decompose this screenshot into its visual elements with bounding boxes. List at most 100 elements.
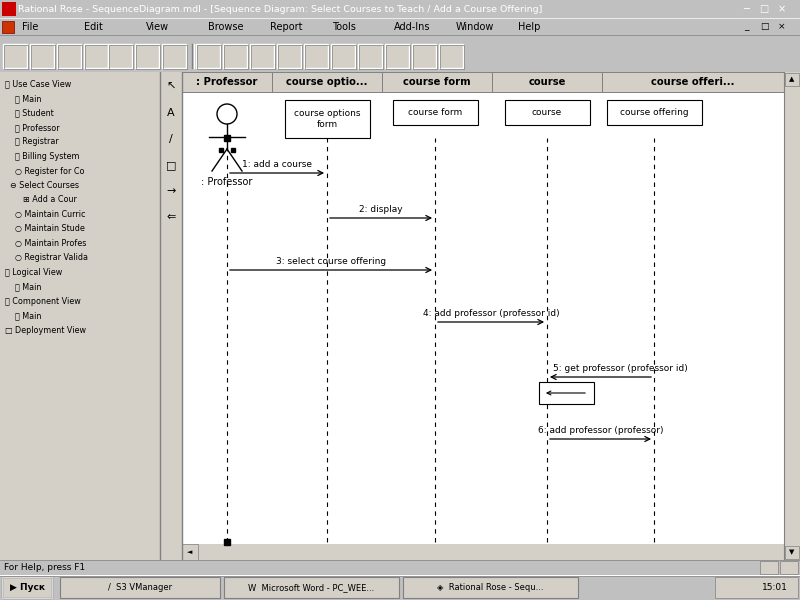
Text: 👤 Student: 👤 Student	[15, 109, 54, 118]
Bar	[403, 577, 578, 598]
Bar	[505, 100, 590, 125]
Text: ▼: ▼	[790, 549, 794, 555]
Bar	[163, 45, 187, 69]
Text: _: _	[744, 22, 748, 31]
Bar	[58, 45, 82, 69]
Bar	[285, 100, 370, 138]
Bar	[304, 44, 328, 68]
Text: course options
form: course options form	[294, 109, 360, 128]
Text: course: course	[532, 108, 562, 117]
Bar	[539, 382, 594, 404]
Text: 5: get professor (professor id): 5: get professor (professor id)	[553, 364, 688, 373]
Text: Rational Rose - SequenceDiagram.mdl - [Sequence Diagram: Select Courses to Teach: Rational Rose - SequenceDiagram.mdl - [S…	[18, 4, 542, 13]
Text: Browse: Browse	[208, 22, 243, 31]
Bar	[412, 44, 436, 68]
Text: 👤 Registrar: 👤 Registrar	[15, 137, 58, 146]
Text: 📁 Use Case View: 📁 Use Case View	[5, 79, 71, 88]
Bar	[439, 44, 463, 68]
Bar	[602, 72, 784, 92]
Bar	[224, 577, 399, 598]
Bar	[305, 45, 329, 69]
Text: ⊖ Select Courses: ⊖ Select Courses	[10, 181, 79, 190]
Text: course form: course form	[408, 108, 462, 117]
Text: 2: display: 2: display	[359, 205, 403, 214]
Bar	[413, 45, 437, 69]
Bar	[135, 44, 159, 68]
Bar	[251, 45, 275, 69]
Text: Window: Window	[456, 22, 494, 31]
Bar	[385, 44, 409, 68]
Bar	[382, 72, 492, 92]
Bar	[109, 45, 133, 69]
Bar	[2, 21, 14, 33]
Text: ↖: ↖	[166, 82, 176, 92]
Text: course optio...: course optio...	[286, 77, 368, 87]
Text: For Help, press F1: For Help, press F1	[4, 563, 85, 572]
Bar	[784, 72, 800, 560]
Bar	[386, 45, 410, 69]
Text: View: View	[146, 22, 169, 31]
Bar	[715, 577, 798, 598]
Bar	[277, 44, 301, 68]
Text: 4: add professor (professor id): 4: add professor (professor id)	[422, 309, 559, 318]
Bar	[393, 100, 478, 125]
Bar	[182, 544, 784, 560]
Bar	[57, 44, 81, 68]
Text: 📌 Main: 📌 Main	[15, 94, 42, 103]
Text: ○ Maintain Stude: ○ Maintain Stude	[15, 224, 85, 233]
Text: 6: add professor (professor): 6: add professor (professor)	[538, 426, 663, 435]
Text: Help: Help	[518, 22, 540, 31]
Bar	[196, 44, 220, 68]
Text: ×: ×	[778, 22, 786, 31]
Text: □: □	[759, 4, 769, 14]
Bar	[606, 100, 702, 125]
Text: 1: add a course: 1: add a course	[242, 160, 312, 169]
Text: ⊞ Add a Cour: ⊞ Add a Cour	[23, 196, 77, 205]
Bar	[4, 45, 28, 69]
Bar	[331, 44, 355, 68]
Text: 👤 Professor: 👤 Professor	[15, 123, 60, 132]
Text: □ Deployment View: □ Deployment View	[5, 326, 86, 335]
Bar	[31, 45, 55, 69]
Text: 15:01: 15:01	[762, 583, 788, 592]
Text: course form: course form	[403, 77, 471, 87]
Text: 📁 Component View: 📁 Component View	[5, 297, 81, 306]
Bar	[250, 44, 274, 68]
Text: W  Microsoft Word - PC_WEE...: W Microsoft Word - PC_WEE...	[248, 583, 374, 592]
Bar	[2, 577, 52, 598]
Text: : Professor: : Professor	[196, 77, 258, 87]
Text: □: □	[760, 22, 768, 31]
Bar	[182, 72, 272, 92]
Text: Edit: Edit	[84, 22, 103, 31]
Text: ◄: ◄	[187, 549, 193, 555]
Text: /: /	[169, 134, 173, 144]
Text: →: →	[166, 186, 176, 196]
Bar	[332, 45, 356, 69]
Bar	[108, 44, 132, 68]
Text: 📦 Billing System: 📦 Billing System	[15, 152, 79, 161]
Bar	[760, 561, 778, 574]
Bar	[182, 72, 784, 560]
Bar	[182, 544, 198, 560]
Text: 📁 Logical View: 📁 Logical View	[5, 268, 62, 277]
Bar	[785, 546, 799, 559]
Bar	[85, 45, 109, 69]
Text: ⇐: ⇐	[166, 212, 176, 222]
Bar	[2, 577, 52, 598]
Text: □: □	[166, 160, 176, 170]
Text: ◈  Rational Rose - Sequ...: ◈ Rational Rose - Sequ...	[438, 583, 544, 592]
Text: 📌 Main: 📌 Main	[15, 283, 42, 292]
Text: ○ Registrar Valida: ○ Registrar Valida	[15, 253, 88, 263]
Text: ▶ Пуск: ▶ Пуск	[10, 583, 45, 592]
Text: course offering: course offering	[620, 108, 688, 117]
Bar	[84, 44, 108, 68]
Bar	[358, 44, 382, 68]
Text: File: File	[22, 22, 38, 31]
Text: Tools: Tools	[332, 22, 356, 31]
Text: 3: select course offering: 3: select course offering	[276, 257, 386, 266]
Text: 📌 Main: 📌 Main	[15, 311, 42, 320]
Bar	[278, 45, 302, 69]
Text: ▲: ▲	[790, 76, 794, 82]
Text: ○ Register for Co: ○ Register for Co	[15, 166, 85, 175]
Text: Add-Ins: Add-Ins	[394, 22, 430, 31]
